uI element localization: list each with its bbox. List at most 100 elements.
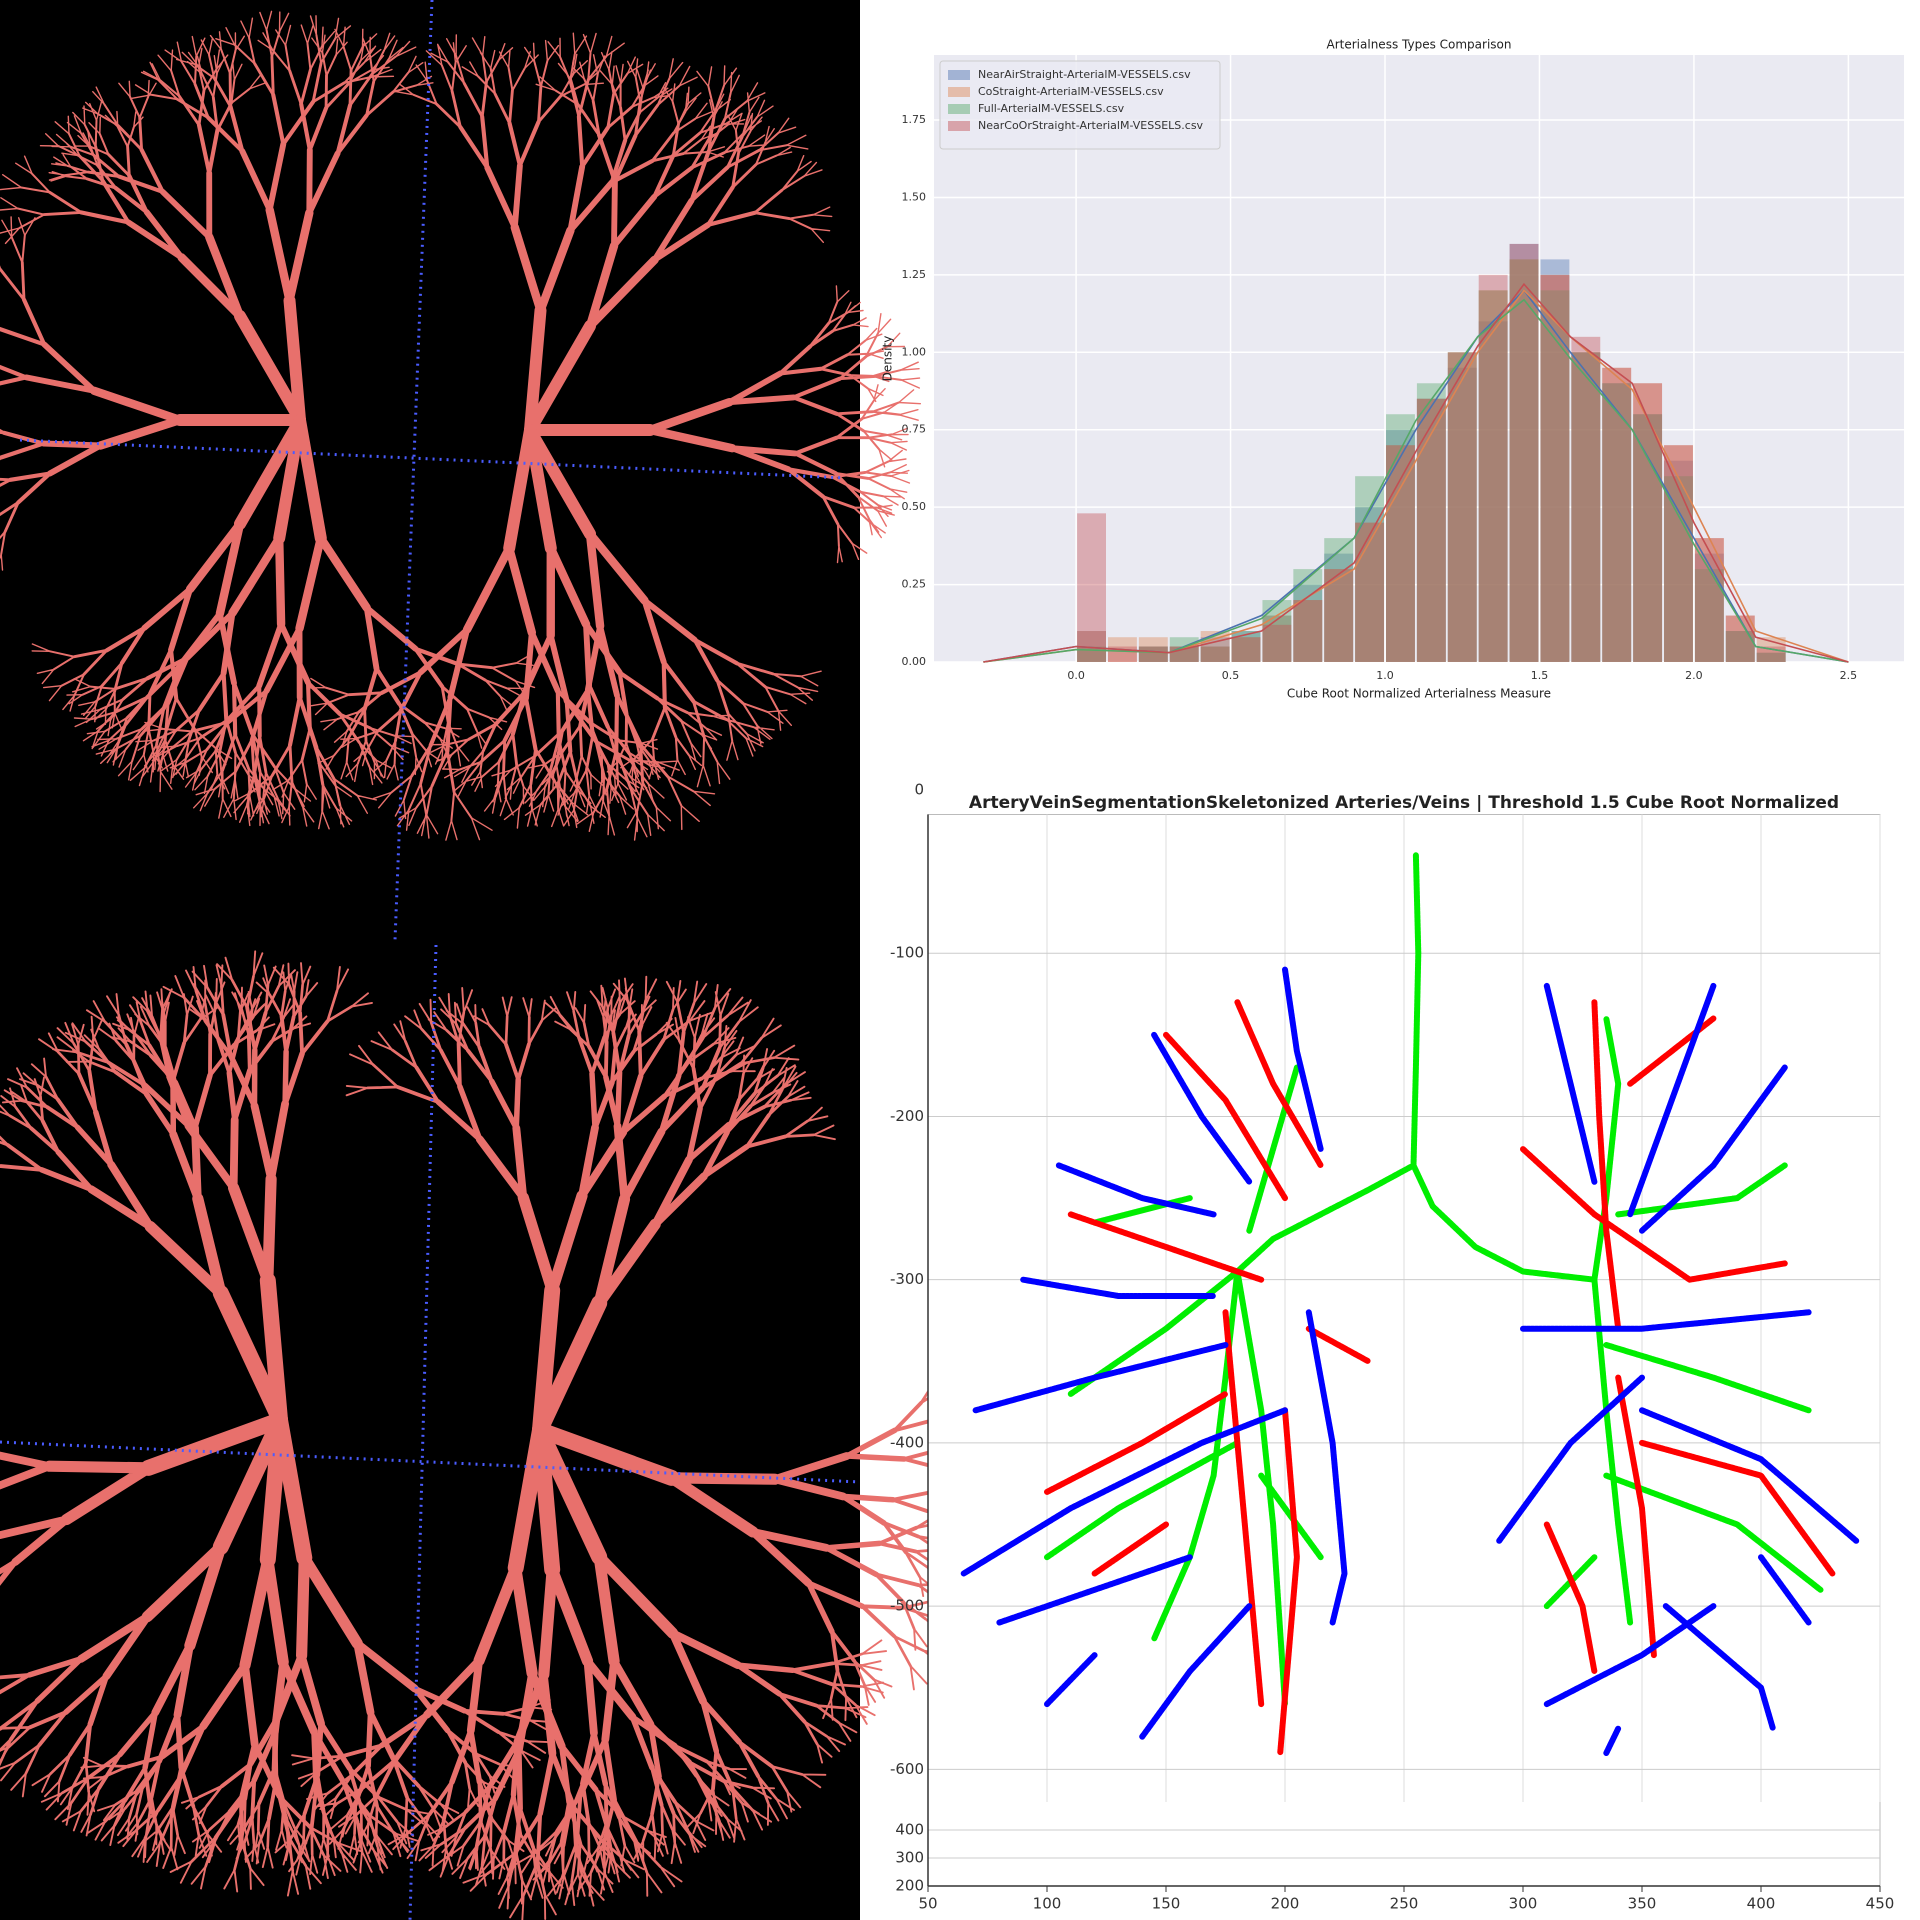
vessel-branch — [394, 32, 726, 158]
x-tick-label: 250 — [1390, 1895, 1419, 1913]
histogram-bar — [1355, 522, 1385, 662]
y-tick-label: 1.75 — [902, 113, 927, 126]
y-tick-label: -400 — [890, 1433, 924, 1451]
vessel-branch — [435, 1070, 668, 1143]
y-axis-label: Density — [881, 336, 895, 382]
vessel-branch — [228, 534, 286, 629]
x-tick-label: 100 — [1033, 1895, 1062, 1913]
histogram-bar — [1324, 569, 1354, 662]
vessel-branch — [0, 297, 52, 505]
vessel-branch — [603, 1069, 750, 1180]
vessel-branch — [206, 93, 369, 156]
vessel-branch — [80, 1756, 419, 1897]
histogram-bar — [1602, 383, 1632, 662]
vessel-branch — [586, 1030, 788, 1149]
x-tick-label: 350 — [1628, 1895, 1657, 1913]
y-tick-label: 1.25 — [902, 268, 927, 281]
y-tick-label: 0.00 — [902, 655, 927, 668]
vessel-branch — [467, 696, 689, 787]
x-tick-label: 2.5 — [1840, 669, 1858, 682]
vessel-branch — [273, 414, 306, 545]
x-tick-label: 2.0 — [1685, 669, 1703, 682]
vessel-branch — [239, 1553, 289, 1671]
x-tick-label: 450 — [1866, 1895, 1895, 1913]
vessel-skeleton — [960, 966, 1860, 1756]
vessel-branch — [524, 320, 596, 436]
histogram-bar — [1664, 476, 1693, 662]
x-tick-label: 400 — [1747, 1895, 1776, 1913]
histogram-bar — [1447, 352, 1477, 662]
histogram-bar — [1416, 398, 1446, 662]
vessel-branch — [487, 1714, 678, 1817]
histogram-bar — [1478, 290, 1508, 662]
histogram-bar — [1478, 321, 1508, 662]
vessel-branch — [593, 1551, 679, 1667]
vessel-branch — [726, 370, 799, 473]
vessel-branch — [272, 1412, 313, 1566]
vessel-branch — [613, 1122, 708, 1229]
vessel-branch — [52, 950, 373, 1054]
z-tick-label: 300 — [895, 1849, 924, 1867]
vessel-branch — [484, 162, 615, 234]
vessel-branch — [197, 1705, 532, 1843]
vessel-branch — [219, 1708, 505, 1816]
vessel-branch — [532, 1422, 680, 1486]
histogram-bar — [1293, 600, 1323, 662]
vessel-branch — [0, 216, 36, 571]
histogram-bar — [1509, 259, 1539, 662]
histogram-bar — [1386, 445, 1415, 662]
histogram-bar — [1416, 383, 1446, 662]
histogram-bar — [1756, 652, 1786, 662]
vessel-branch — [234, 414, 306, 530]
vessel-branch — [23, 341, 104, 477]
vessel-branch — [829, 1400, 947, 1672]
y-tick-label: 1.50 — [902, 190, 927, 203]
histogram-bar — [1447, 352, 1477, 662]
chart-title: Arterialness Types Comparison — [1327, 38, 1512, 52]
vessel-branch — [190, 662, 494, 787]
legend-swatch — [948, 70, 970, 80]
vessel-branch — [435, 78, 685, 163]
crosshair — [393, 0, 434, 941]
vessel-branch — [141, 1541, 227, 1652]
kde-line — [983, 282, 1849, 663]
vessel-branch — [835, 285, 922, 564]
vessel-branch — [585, 529, 649, 631]
crosshair — [408, 944, 438, 1920]
histogram-bar — [1756, 652, 1786, 662]
histogram-bar — [1355, 507, 1385, 662]
y-tick-label: 0.50 — [902, 500, 927, 513]
vessel-branch — [131, 10, 434, 100]
vessel-branch — [827, 300, 903, 548]
y-tick-label: -600 — [890, 1760, 924, 1778]
histogram-bar — [1138, 637, 1168, 662]
legend-swatch — [948, 121, 970, 131]
legend-label: Full-ArterialM-VESSELS.csv — [978, 102, 1125, 115]
histogram-bar — [1602, 383, 1632, 662]
histogram-bar — [1262, 624, 1292, 662]
legend-swatch — [948, 104, 970, 114]
histogram-bar — [1231, 637, 1261, 662]
z-tick-label: 200 — [895, 1877, 924, 1895]
histogram-bar — [1200, 646, 1230, 662]
vessel-skeleton — [1044, 999, 1836, 1756]
y-tick-label: 0 — [914, 781, 924, 799]
vessel-branch — [458, 114, 655, 185]
histogram-bar — [1571, 336, 1601, 662]
histogram-bar — [1633, 383, 1663, 662]
vessel-branch — [0, 234, 26, 556]
y-tick-label: 0.75 — [902, 423, 927, 436]
vessel-branch — [77, 1612, 194, 1719]
x-axis-label: Cube Root Normalized Arterialness Measur… — [1287, 687, 1551, 701]
vessel-branch — [212, 1285, 288, 1428]
vessel-branch — [666, 1472, 781, 1538]
vessel-branch — [199, 1658, 318, 1749]
x-tick-label: 150 — [1152, 1895, 1181, 1913]
vessel-branch — [0, 1451, 71, 1566]
vessel-branch — [296, 1552, 363, 1662]
vessel-branch — [611, 178, 711, 263]
vessel-branch — [507, 1422, 548, 1576]
x-tick-label: 50 — [918, 1895, 937, 1913]
vessel-branch — [510, 223, 575, 315]
